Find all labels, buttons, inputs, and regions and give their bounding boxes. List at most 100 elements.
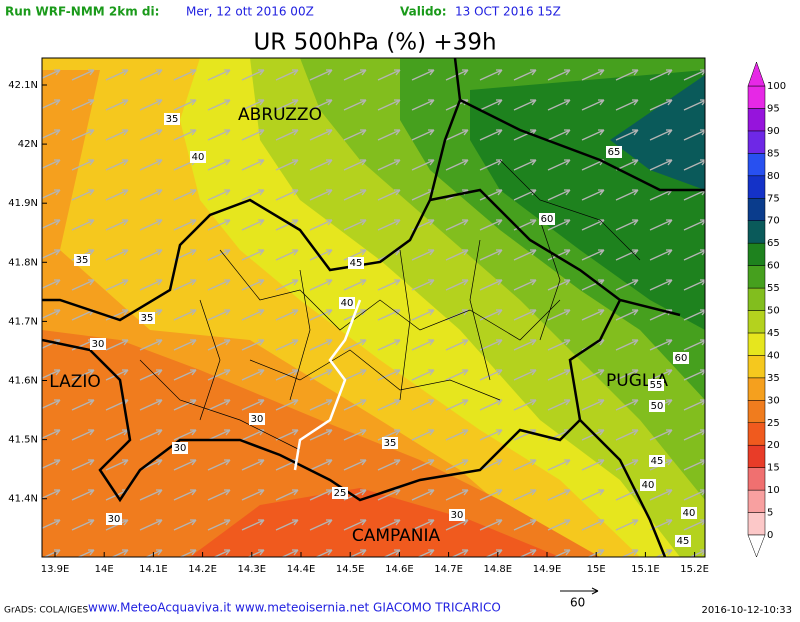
colorbar-segment [747,220,766,244]
lon-label: 14.7E [434,564,463,575]
contour-label: 30 [174,443,187,454]
colorbar-label: 15 [767,463,780,474]
colorbar-segment [747,310,766,334]
colorbar-label: 40 [767,350,780,361]
contour-label-bg [164,113,180,125]
timestamp: 2016-10-12-10:33 [701,605,792,616]
contour-label: 45 [651,456,664,467]
lon-label: 14.2E [188,564,217,575]
colorbar-label: 100 [767,81,786,92]
contour-label: 45 [350,258,363,269]
lat-label: 41.7N [8,316,38,327]
contour-label-bg [648,379,664,391]
lat-label: 41.9N [8,198,38,209]
colorbar-segment [747,422,766,446]
colorbar-label: 80 [767,171,780,182]
contour-label: 50 [651,401,664,412]
contour-label-bg [449,509,465,521]
contour-label-bg [139,312,155,324]
contour-label-bg [382,437,398,449]
contour-label-bg [606,146,622,158]
run-label: Run WRF-NMM 2km di: [5,5,159,19]
contour-label: 30 [92,339,105,350]
colorbar-label: 35 [767,373,780,384]
contour-label-bg [332,487,348,499]
contour-label-bg [348,257,364,269]
contour-label-bg [190,151,206,163]
contour-label: 40 [341,298,354,309]
contour-label: 30 [108,514,121,525]
colorbar-label: 50 [767,306,780,317]
colorbar-segment [747,242,766,266]
contour-label-bg [673,352,689,364]
map-field [42,58,705,557]
contour-label-bg [675,535,691,547]
colorbar-label: 85 [767,148,780,159]
lon-label: 14.8E [484,564,513,575]
valid-date: 13 OCT 2016 15Z [455,5,561,19]
contour-label-bg [649,400,665,412]
colorbar-segment [747,355,766,379]
lon-label: 15E [587,564,606,575]
colorbar-label: 5 [767,508,773,519]
lon-label: 13.9E [41,564,70,575]
region-name: CAMPANIA [352,526,441,546]
contour-label-bg [649,455,665,467]
colorbar-segment [747,332,766,356]
contour-label-bg [681,507,697,519]
contour-label-bg [249,413,265,425]
contour-label-bg [74,254,90,266]
colorbar-label: 70 [767,216,780,227]
colorbar-top [747,61,766,87]
colorbar-segment [747,175,766,199]
colorbar-segment [747,512,766,536]
contour-label: 35 [141,313,154,324]
lon-label: 14E [95,564,114,575]
lon-label: 14.1E [139,564,168,575]
colorbar-label: 55 [767,283,780,294]
run-date: Mer, 12 ott 2016 00Z [186,5,314,19]
lat-label: 41.8N [8,257,38,268]
colorbar-label: 25 [767,418,780,429]
colorbar-label: 60 [767,261,780,272]
colorbar-label: 0 [767,530,773,541]
contour-label-bg [106,513,122,525]
contour-label-bg [339,297,355,309]
contour-label: 35 [76,255,89,266]
contour-label: 40 [683,508,696,519]
lon-label: 14.4E [287,564,316,575]
contour-label-bg [539,213,555,225]
lat-label: 41.5N [8,435,38,446]
colorbar-segment [747,198,766,221]
colorbar-segment [747,400,766,423]
region-name: LAZIO [49,372,101,392]
colorbar-label: 75 [767,193,780,204]
lon-label: 14.3E [238,564,267,575]
map-title: UR 500hPa (%) +39h [253,30,496,56]
contour-label: 65 [608,147,621,158]
colorbar-segment [747,287,766,311]
contour-label: 35 [384,438,397,449]
contour-label: 40 [642,480,655,491]
colorbar-segment [747,377,766,401]
contour-label: 55 [650,380,663,391]
lon-label: 14.6E [385,564,414,575]
colorbar-segment [747,444,766,468]
lon-label: 14.9E [533,564,562,575]
colorbar-segment [747,130,766,154]
lat-label: 41.4N [8,494,38,505]
colorbar-label: 20 [767,440,780,451]
contour-label-bg [172,442,188,454]
contour-label: 35 [166,114,179,125]
contour-label: 30 [251,414,264,425]
map-frame [41,57,706,558]
scale-arrow-head [591,587,599,595]
lon-label: 14.5E [336,564,365,575]
colorbar-bottom [747,534,766,558]
lat-label: 42.1N [8,80,38,91]
contour-label-bg [90,338,106,350]
contour-label: 40 [192,152,205,163]
colorbar-label: 10 [767,485,780,496]
colorbar-segment [747,153,766,177]
